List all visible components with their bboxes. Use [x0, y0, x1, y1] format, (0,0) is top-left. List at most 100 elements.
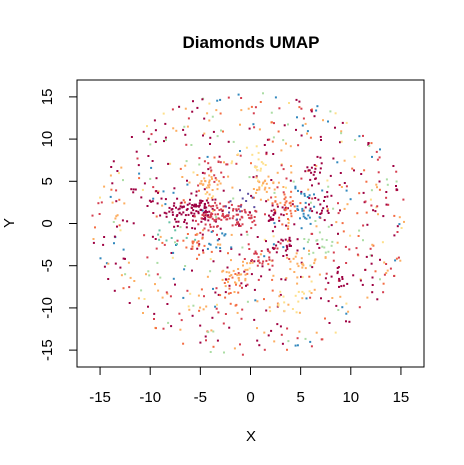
scatter-point-445: [270, 330, 272, 332]
scatter-point-97: [253, 319, 255, 321]
scatter-point-943: [202, 237, 204, 239]
scatter-point-950: [204, 245, 206, 247]
scatter-point-865: [176, 215, 178, 217]
scatter-point-364: [172, 108, 174, 110]
scatter-point-1096: [311, 210, 313, 212]
scatter-point-1053: [272, 202, 274, 204]
scatter-point-653: [259, 128, 261, 130]
scatter-point-859: [165, 198, 167, 200]
scatter-point-211: [133, 188, 135, 190]
scatter-point-131: [198, 295, 200, 297]
scatter-point-983: [256, 177, 258, 179]
scatter-point-1157: [272, 265, 274, 267]
scatter-point-1300: [239, 285, 241, 287]
scatter-point-440: [205, 339, 207, 341]
scatter-point-1254: [204, 160, 206, 162]
scatter-point-659: [364, 269, 366, 271]
scatter-point-694: [387, 184, 389, 186]
scatter-point-21: [155, 141, 157, 143]
scatter-point-42: [241, 309, 243, 311]
scatter-point-1207: [286, 257, 288, 259]
scatter-point-893: [232, 224, 234, 226]
scatter-point-307: [239, 343, 241, 345]
scatter-point-128: [142, 312, 144, 314]
scatter-point-350: [156, 248, 158, 250]
scatter-point-656: [249, 128, 251, 130]
scatter-point-436: [311, 233, 313, 235]
scatter-point-688: [384, 274, 386, 276]
scatter-point-1143: [289, 245, 291, 247]
scatter-point-147: [310, 202, 312, 204]
scatter-point-26: [202, 234, 204, 236]
x-tick-label: -15: [89, 389, 111, 406]
scatter-point-366: [223, 161, 225, 163]
scatter-point-949: [185, 247, 187, 249]
scatter-point-1174: [233, 270, 235, 272]
scatter-point-1031: [292, 203, 294, 205]
scatter-point-1091: [310, 208, 312, 210]
scatter-point-749: [195, 195, 197, 197]
scatter-point-1252: [213, 174, 215, 176]
scatter-point-715: [179, 329, 181, 331]
scatter-point-1312: [279, 291, 281, 293]
scatter-point-425: [297, 344, 299, 346]
scatter-point-1135: [286, 248, 288, 250]
scatter-point-540: [301, 135, 303, 137]
scatter-point-106: [287, 228, 289, 230]
scatter-point-279: [382, 241, 384, 243]
scatter-point-763: [197, 205, 199, 207]
scatter-point-400: [148, 138, 150, 140]
scatter-point-1057: [285, 202, 287, 204]
scatter-point-857: [171, 209, 173, 211]
scatter-point-499: [182, 129, 184, 131]
scatter-point-790: [201, 217, 203, 219]
scatter-point-1014: [283, 214, 285, 216]
scatter-point-197: [178, 313, 180, 315]
scatter-point-286: [113, 242, 115, 244]
scatter-point-851: [183, 221, 185, 223]
scatter-point-154: [297, 337, 299, 339]
scatter-point-291: [234, 347, 236, 349]
scatter-point-214: [217, 340, 219, 342]
scatter-point-401: [270, 179, 272, 181]
scatter-point-228: [160, 236, 162, 238]
scatter-point-1160: [255, 251, 257, 253]
scatter-point-1156: [258, 260, 260, 262]
scatter-point-96: [93, 238, 95, 240]
scatter-point-1153: [272, 260, 274, 262]
scatter-point-269: [146, 256, 148, 258]
scatter-point-929: [207, 248, 209, 250]
scatter-point-906: [253, 220, 255, 222]
scatter-point-174: [327, 121, 329, 123]
point-layer: [92, 92, 406, 355]
scatter-point-243: [205, 336, 207, 338]
scatter-point-470: [241, 247, 243, 249]
scatter-point-679: [188, 117, 190, 119]
scatter-point-234: [198, 164, 200, 166]
scatter-point-47: [190, 144, 192, 146]
scatter-point-1020: [272, 205, 274, 207]
scatter-point-467: [192, 100, 194, 102]
scatter-point-112: [257, 236, 259, 238]
scatter-point-1286: [258, 152, 260, 154]
scatter-point-926: [217, 239, 219, 241]
scatter-point-886: [231, 204, 233, 206]
scatter-point-306: [327, 282, 329, 284]
scatter-point-255: [188, 305, 190, 307]
scatter-point-1092: [324, 196, 326, 198]
scatter-point-459: [383, 262, 385, 264]
scatter-point-254: [399, 260, 401, 262]
scatter-point-1111: [332, 158, 334, 160]
scatter-point-1055: [286, 207, 288, 209]
scatter-point-458: [175, 130, 177, 132]
scatter-point-1226: [321, 238, 323, 240]
scatter-point-902: [240, 225, 242, 227]
scatter-point-839: [169, 207, 171, 209]
scatter-point-405: [280, 149, 282, 151]
scatter-point-1120: [314, 164, 316, 166]
scatter-point-72: [260, 275, 262, 277]
scatter-point-92: [341, 306, 343, 308]
scatter-point-513: [99, 197, 101, 199]
scatter-point-579: [370, 199, 372, 201]
scatter-point-577: [316, 105, 318, 107]
